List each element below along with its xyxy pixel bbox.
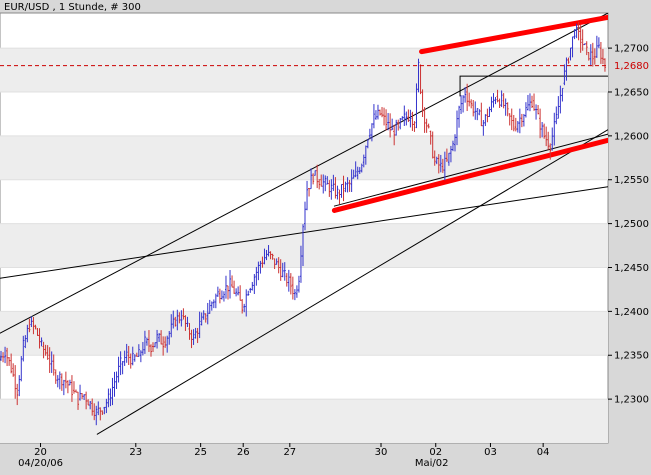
x-tick-label: 20 (34, 447, 47, 458)
grid-band (0, 223, 608, 268)
y-tick-label: 1,2350 (614, 351, 649, 362)
trendline (96, 129, 608, 435)
y-tick-label: 1,2450 (614, 263, 649, 274)
grid-band (0, 135, 608, 180)
y-tick-label: 1,2700 (614, 44, 649, 55)
grid-band (0, 311, 608, 356)
y-tick-label: 1,2650 (614, 87, 649, 98)
x-tick-label: 02 (429, 447, 442, 458)
grid-band (0, 399, 608, 443)
y-tick-label: 1,2600 (614, 131, 649, 142)
y-tick-label: 1,2500 (614, 219, 649, 230)
red-trendline (331, 137, 608, 213)
trendline (0, 186, 608, 279)
red-trendline (419, 14, 608, 55)
x-tick-label: 03 (484, 447, 497, 458)
x-date-label: 04/20/06 (18, 458, 63, 469)
grid-band (0, 48, 608, 92)
trendline (0, 13, 608, 334)
x-tick-label: 23 (129, 447, 142, 458)
x-tick-label: 25 (194, 447, 207, 458)
x-tick-label: 04 (537, 447, 550, 458)
y-tick-label: 1,2400 (614, 307, 649, 318)
range-box (459, 75, 608, 97)
y-tick-label: 1,2550 (614, 175, 649, 186)
trendline (333, 133, 608, 207)
x-tick-label: 26 (237, 447, 250, 458)
chart-title: EUR/USD , 1 Stunde, # 300 (4, 2, 141, 13)
current-price-label: 1,2680 (614, 61, 649, 72)
x-tick-label: 27 (283, 447, 296, 458)
x-tick-label: 30 (375, 447, 388, 458)
x-date-label: Mai/02 (415, 458, 449, 469)
y-tick-label: 1,2300 (614, 395, 649, 406)
